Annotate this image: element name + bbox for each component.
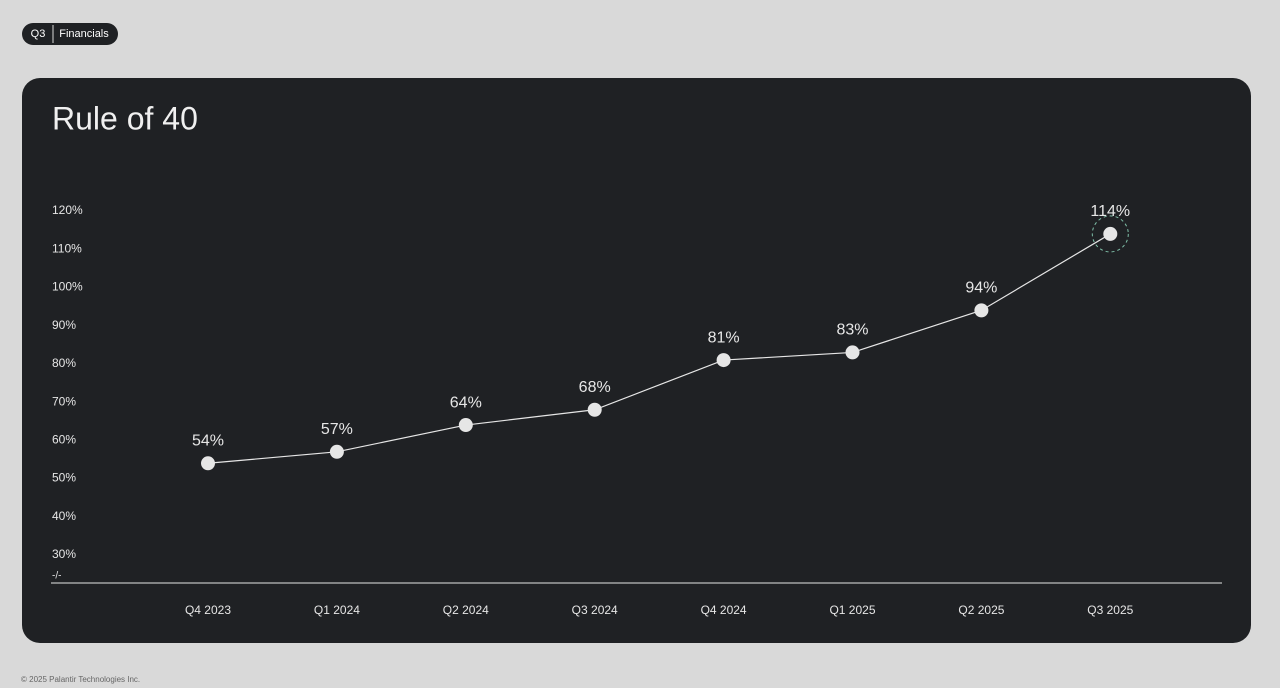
y-tick-label: 50% — [52, 471, 76, 485]
badge-quarter: Q3 — [31, 28, 46, 40]
y-tick-label: 120% — [52, 203, 83, 217]
point — [845, 345, 860, 360]
plot: 30% 40% 50% 60% 70% 80% 90% 100% 110% 120% Q4 2023… — [52, 203, 1134, 617]
x-tick-label: Q3 2025 — [1087, 603, 1133, 617]
value-label: 54% — [192, 432, 224, 449]
value-label: 57% — [321, 421, 353, 438]
point — [458, 418, 473, 433]
point — [716, 353, 731, 368]
y-tick-label: 80% — [52, 356, 76, 370]
footer: © 2025 Palantir Technologies Inc. — [21, 675, 140, 684]
point — [201, 456, 215, 471]
value-label: 114% — [1090, 203, 1130, 220]
line — [207, 233, 1111, 464]
point — [587, 402, 602, 417]
y-tick-label: 60% — [52, 433, 76, 447]
value-label: 81% — [708, 329, 740, 346]
point — [1103, 226, 1118, 241]
y-tick-label: 90% — [52, 318, 76, 332]
x-tick-label: Q4 2024 — [701, 603, 747, 617]
y-tick-label: 40% — [52, 509, 76, 523]
y-tick-label: 70% — [52, 394, 76, 408]
x-tick-label: Q1 2025 — [829, 603, 875, 617]
x-tick-label: Q4 2023 — [185, 603, 231, 617]
x-tick-label: Q2 2025 — [958, 603, 1004, 617]
x-tick-label: Q2 2024 — [443, 603, 489, 617]
chart-card — [22, 78, 1251, 643]
badge — [22, 23, 118, 45]
y-tick-label: 110% — [52, 241, 82, 255]
axis-break: -/- — [52, 571, 61, 582]
point — [329, 444, 344, 459]
badge-section: Financials — [59, 28, 109, 40]
value-label: 64% — [450, 394, 482, 411]
x-tick-label: Q3 2024 — [572, 603, 618, 617]
chart-title: Rule of 40 — [52, 100, 198, 136]
value-label: 94% — [965, 280, 997, 297]
value-label: 83% — [836, 322, 868, 339]
y-tick-label: 30% — [52, 547, 76, 561]
value-label: 68% — [579, 379, 611, 396]
x-tick-label: Q1 2024 — [314, 603, 360, 617]
y-tick-label: 100% — [52, 280, 83, 294]
point — [974, 303, 989, 318]
highlight-ring — [1091, 215, 1129, 253]
